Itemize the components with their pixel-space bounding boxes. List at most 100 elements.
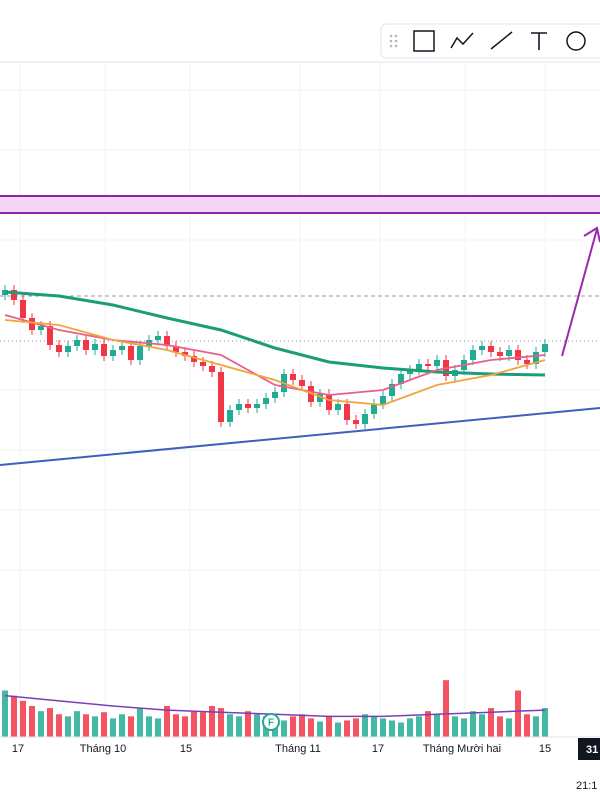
zone-band <box>0 196 600 213</box>
candle-body <box>83 340 89 350</box>
volume-bar <box>488 708 494 737</box>
candle-body <box>389 384 395 396</box>
candle-body <box>470 350 476 360</box>
event-marker[interactable]: F <box>268 718 274 729</box>
plot <box>2 285 548 737</box>
drawing-toolbar <box>380 23 600 59</box>
candle-body <box>119 346 125 350</box>
candle-body <box>515 350 521 360</box>
candle-body <box>335 404 341 410</box>
volume-bar <box>245 711 251 737</box>
candle-body <box>416 364 422 370</box>
volume-bar <box>461 718 467 737</box>
x-tick-label: Tháng Mười hai <box>423 743 501 755</box>
candle-body <box>479 346 485 350</box>
volume-bar <box>506 718 512 737</box>
volume-bar <box>182 716 188 737</box>
candle-body <box>173 346 179 352</box>
candle-body <box>326 394 332 410</box>
volume-bar <box>416 716 422 737</box>
text-tool[interactable] <box>531 32 547 50</box>
event-marker-circle[interactable] <box>262 713 280 731</box>
x-tick-label: 17 <box>12 743 24 755</box>
ma-line <box>4 290 546 377</box>
price-tag: 31 <box>586 744 598 756</box>
volume-bar <box>173 714 179 737</box>
volume-bar <box>299 714 305 737</box>
candle-body <box>74 340 80 346</box>
rect-tool[interactable] <box>413 30 435 52</box>
volume-bar <box>191 711 197 737</box>
candle-body <box>218 372 224 422</box>
candle-body <box>47 326 53 345</box>
volume-bar <box>371 716 377 737</box>
volume-bar <box>317 721 323 737</box>
ma-line <box>4 319 546 406</box>
candle-body <box>209 366 215 372</box>
candle-body <box>497 352 503 356</box>
candle-body <box>11 290 17 300</box>
x-tick-label: 15 <box>180 743 192 755</box>
volume-bar <box>434 714 440 737</box>
candle-body <box>344 404 350 420</box>
candle-body <box>236 404 242 410</box>
volume-bar <box>92 716 98 737</box>
volume-bar <box>398 722 404 737</box>
volume-bar <box>119 714 125 737</box>
more-tool[interactable] <box>566 31 586 51</box>
candle-body <box>29 318 35 330</box>
volume-bar <box>155 718 161 737</box>
candle-body <box>191 356 197 362</box>
trendline <box>0 407 600 466</box>
volume-bar <box>146 716 152 737</box>
volume-bar <box>83 714 89 737</box>
path-tool[interactable] <box>450 32 474 49</box>
volume-bar <box>479 714 485 737</box>
volume-bar <box>470 711 476 737</box>
volume-bar <box>164 706 170 737</box>
volume-bar <box>74 711 80 737</box>
volume-bar <box>236 716 242 737</box>
clock: 21:1 <box>576 780 597 792</box>
candle-body <box>155 336 161 340</box>
volume-bar <box>515 690 521 737</box>
candle-body <box>362 414 368 424</box>
volume-bar <box>47 708 53 737</box>
volume-bar <box>200 712 206 737</box>
candle-body <box>38 326 44 330</box>
ma-line <box>4 694 546 718</box>
candle-body <box>290 374 296 380</box>
volume-bar <box>326 716 332 737</box>
candle-body <box>398 374 404 384</box>
candle-body <box>137 346 143 360</box>
volume-bar <box>281 720 287 737</box>
candle-body <box>353 420 359 424</box>
volume-bar <box>425 711 431 737</box>
x-tick-label: 15 <box>539 743 551 755</box>
volume-bar <box>497 716 503 737</box>
volume-bar <box>362 714 368 737</box>
volume-bar <box>524 714 530 737</box>
volume-bar <box>29 706 35 737</box>
volume-bar <box>56 714 62 737</box>
price-tag-box <box>578 738 600 760</box>
volume-bar <box>452 716 458 737</box>
volume-bar <box>65 716 71 737</box>
candle-body <box>533 352 539 364</box>
volume-bar <box>443 680 449 737</box>
candle-body <box>200 362 206 366</box>
volume-bar <box>137 708 143 737</box>
grid <box>0 62 600 737</box>
volume-bar <box>533 716 539 737</box>
candle-body <box>263 398 269 404</box>
candle-body <box>20 300 26 318</box>
x-tick-label: Tháng 10 <box>80 743 126 755</box>
volume-bar <box>101 712 107 737</box>
trend-tool[interactable] <box>490 31 513 50</box>
candle-body <box>317 394 323 402</box>
candle-body <box>380 396 386 404</box>
candle-body <box>254 404 260 408</box>
volume-bar <box>380 718 386 737</box>
volume-bar <box>2 690 8 737</box>
